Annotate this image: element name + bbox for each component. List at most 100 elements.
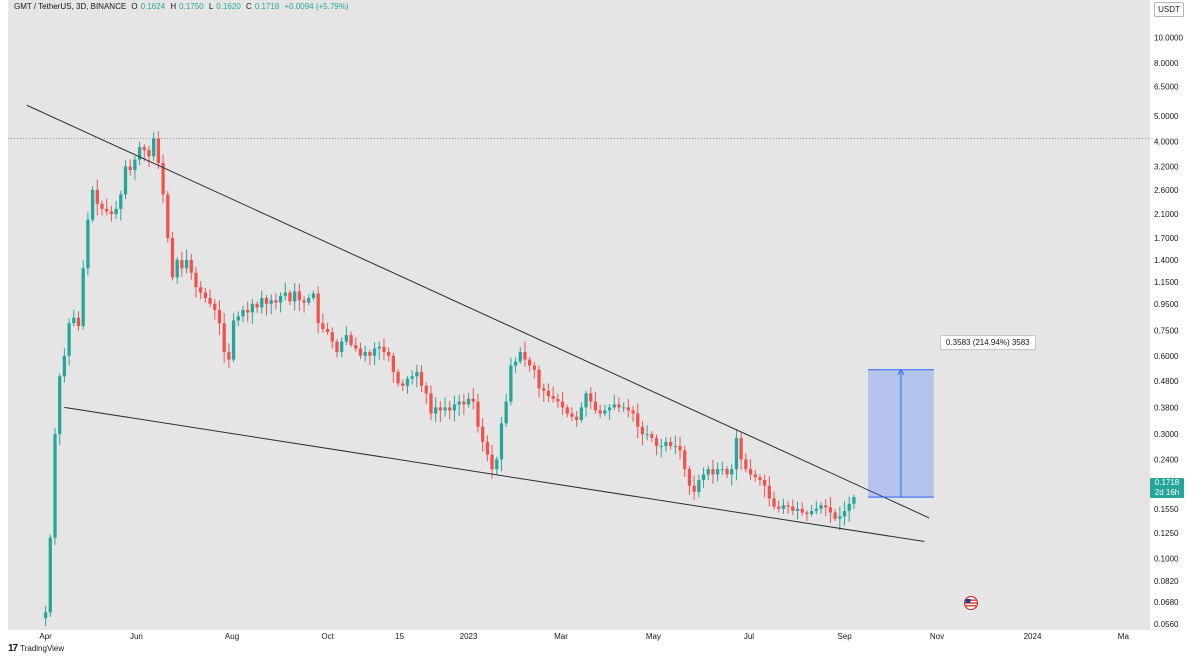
candle-body	[86, 219, 90, 269]
candle-body	[81, 268, 85, 327]
open-value: 0.1624	[140, 2, 166, 11]
candle-body	[640, 426, 645, 435]
last-price-tag: 0.1718 2d 16h	[1150, 478, 1184, 498]
candle-body	[434, 407, 438, 414]
candle-body	[603, 410, 607, 414]
candle-body	[753, 474, 757, 478]
candle-body	[748, 469, 753, 475]
price-chart[interactable]	[8, 0, 1150, 630]
candle-body	[565, 407, 569, 414]
symbol-legend: GMT / TetherUS, 3D, BINANCE O 0.1624 H 0.1…	[14, 2, 352, 11]
close-label: C	[246, 2, 252, 11]
candle-body	[415, 371, 419, 377]
candle-body	[852, 497, 856, 504]
candle-body	[396, 371, 400, 384]
price-tick-label: 5.0000	[1154, 112, 1179, 121]
candle-body	[650, 434, 654, 438]
candle-body	[795, 508, 800, 511]
price-axis-ticks: 10.0000 8.0000 6.5000 5.0000 4.0000 3.2000 2.6…	[1154, 34, 1183, 629]
candle-body	[819, 505, 823, 509]
candle-body	[170, 238, 175, 278]
footer: 17 TradingView	[8, 641, 64, 655]
candle-body	[607, 407, 612, 411]
candle-body	[53, 434, 57, 538]
candle-body	[668, 441, 673, 447]
candle-body	[152, 138, 156, 157]
candle-body	[208, 297, 212, 304]
candle-body	[617, 404, 621, 408]
candle-body	[372, 348, 377, 356]
candle-body	[697, 479, 701, 492]
candle-body	[297, 291, 302, 301]
candle-body	[791, 506, 795, 511]
price-tick-label: 0.6000	[1154, 352, 1179, 361]
candle-body	[598, 410, 602, 414]
candle-body	[222, 323, 226, 353]
candle-body	[114, 208, 118, 215]
time-axis[interactable]: Apr Jun Aug Oct 15 2023 Mar May Jul Sep Nov 2024 Ma	[8, 630, 1150, 641]
candle-body	[730, 469, 734, 475]
time-tick-label: Nov	[930, 632, 944, 641]
brand-name[interactable]: TradingView	[20, 643, 65, 653]
candle-body	[100, 203, 104, 209]
candle-body	[180, 259, 184, 269]
candle-body	[199, 287, 203, 293]
candle-body	[147, 150, 151, 157]
candle-body	[429, 393, 433, 414]
candle-body	[833, 512, 837, 519]
time-tick-label: 2024	[1024, 632, 1042, 641]
candle-body	[387, 352, 391, 356]
candle-body	[105, 208, 109, 212]
time-tick-label: Mar	[554, 632, 568, 641]
candle-body	[67, 323, 71, 356]
currency-button[interactable]: USDT	[1154, 2, 1184, 17]
candle-body	[734, 437, 739, 470]
candle-body	[109, 211, 114, 215]
candle-body	[382, 346, 386, 353]
candle-body	[462, 401, 466, 405]
candle-body	[62, 355, 67, 377]
candle-body	[321, 323, 325, 330]
candle-body	[260, 297, 264, 308]
candle-body	[438, 407, 443, 411]
candle-body	[781, 505, 786, 509]
tradingview-logo-icon[interactable]: 17	[8, 642, 18, 654]
candle-body	[175, 259, 179, 278]
candle-body	[715, 469, 720, 475]
candle-body	[828, 507, 833, 513]
candle-body	[358, 348, 363, 356]
candle-body	[128, 166, 132, 171]
candle-body	[485, 441, 490, 455]
candle-body	[542, 388, 546, 391]
candle-body	[137, 147, 142, 160]
candle-body	[391, 355, 396, 372]
candle-body	[227, 352, 231, 360]
candle-body	[58, 376, 62, 435]
candle-body	[800, 508, 804, 513]
candle-body	[213, 303, 217, 310]
candle-body	[720, 469, 724, 471]
low-label: L	[208, 2, 214, 11]
candle-body	[537, 369, 541, 389]
price-tick-label: 3.2000	[1154, 162, 1179, 171]
candle-body	[556, 398, 560, 402]
candle-body	[142, 147, 146, 151]
candle-body	[340, 341, 344, 353]
candle-body	[654, 437, 659, 447]
price-axis[interactable]: 10.0000 8.0000 6.5000 5.0000 4.0000 3.2000 2.6…	[1150, 0, 1200, 630]
price-tick-label: 0.0680	[1154, 598, 1179, 607]
price-tick-label: 1.4000	[1154, 256, 1179, 265]
low-value: 0.1620	[216, 2, 241, 11]
price-tick-label: 4.0000	[1154, 137, 1179, 146]
candle-body	[410, 376, 414, 379]
candle-body	[377, 346, 381, 349]
price-tick-label: 0.0560	[1154, 620, 1179, 629]
chart-area[interactable]	[8, 0, 1151, 630]
candle-body	[231, 320, 236, 360]
time-tick-label: 2023	[460, 632, 478, 641]
us-flag-icon[interactable]	[962, 596, 980, 610]
candle-body	[466, 398, 471, 405]
candle-body	[288, 292, 292, 302]
candle-body	[161, 163, 165, 195]
symbol-title[interactable]: GMT / TetherUS, 3D, BINANCE	[14, 2, 127, 11]
